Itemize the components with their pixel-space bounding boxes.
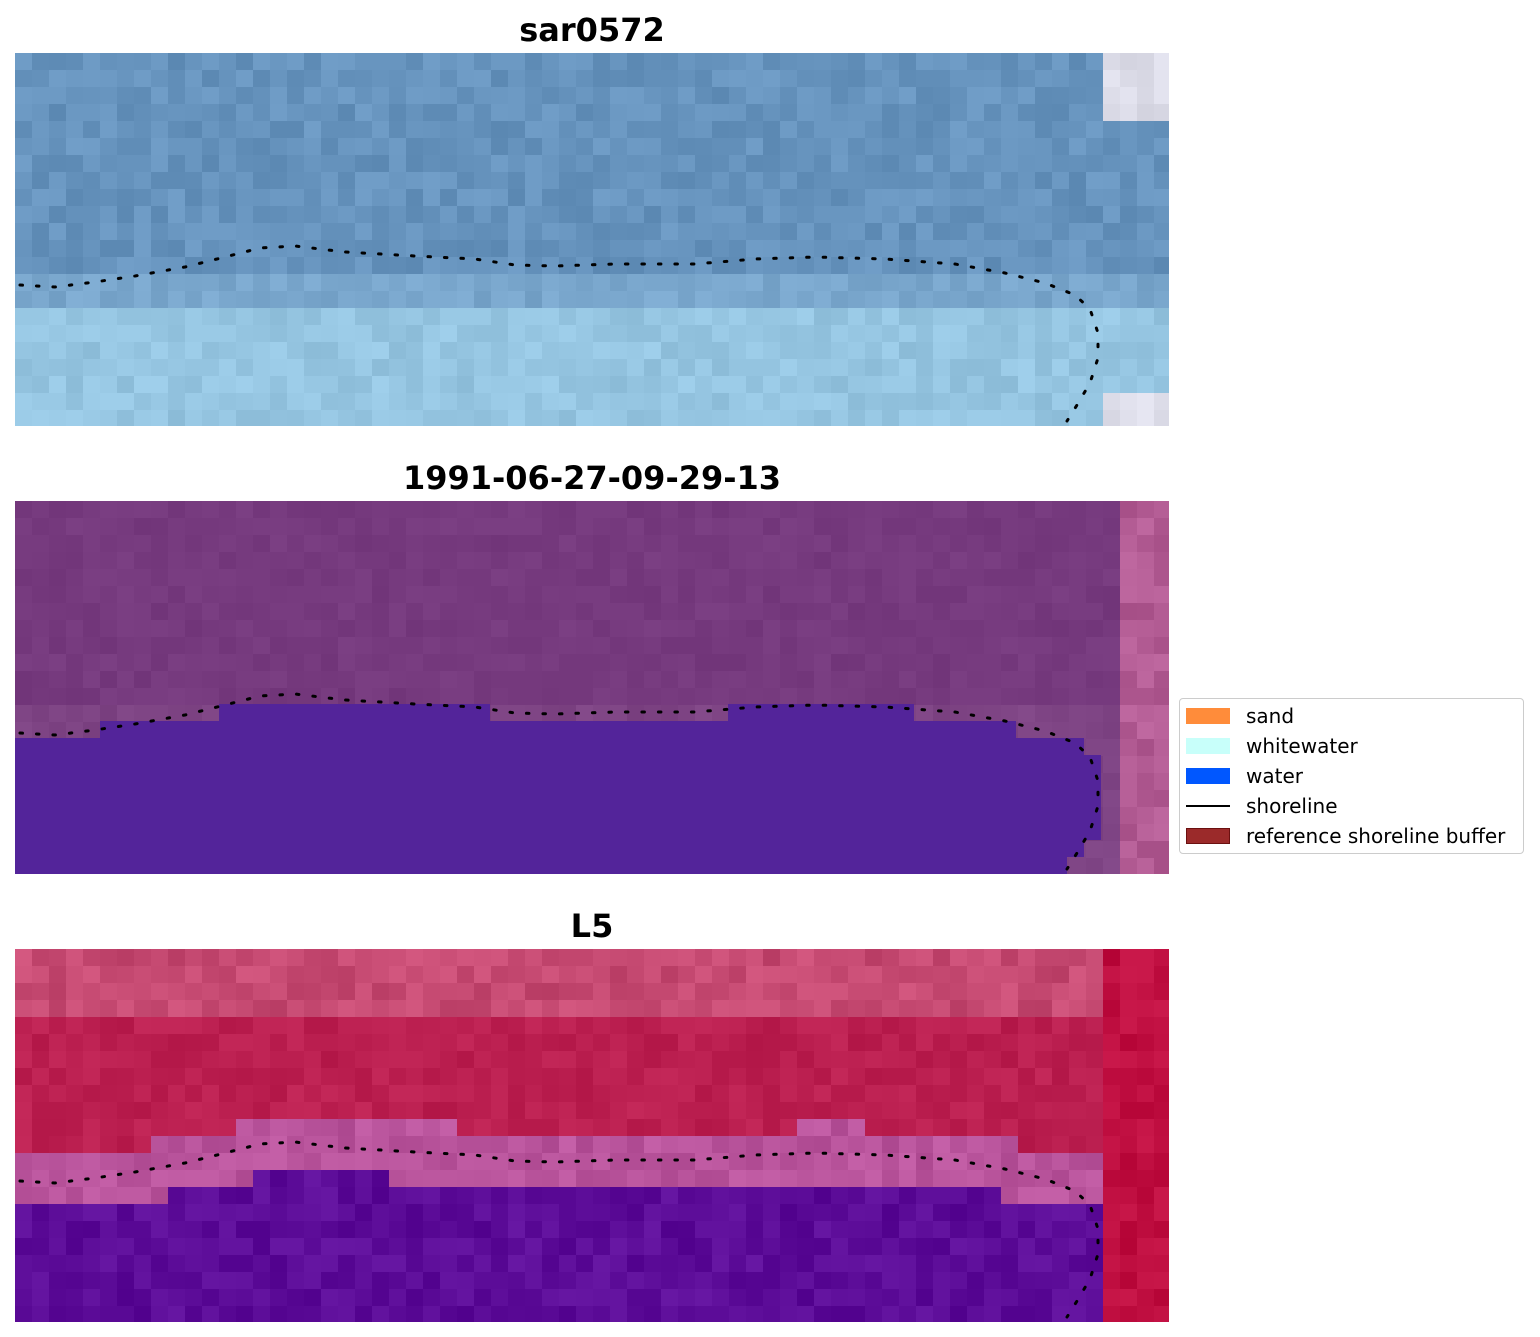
legend-label-water: water xyxy=(1246,764,1303,788)
legend-label-reference-buffer: reference shoreline buffer xyxy=(1246,824,1506,848)
legend: sand whitewater water shoreline referenc… xyxy=(1179,698,1524,854)
classified-image-2 xyxy=(15,501,1169,874)
legend-item-reference-buffer: reference shoreline buffer xyxy=(1186,824,1506,848)
water-mask-region xyxy=(15,704,1101,874)
panel-title-3: L5 xyxy=(570,907,614,945)
index-image-3 xyxy=(15,949,1169,1322)
legend-item-sand: sand xyxy=(1186,704,1295,728)
satellite-image-1 xyxy=(15,53,1169,426)
shoreline-line-swatch xyxy=(1186,805,1230,807)
image-panel-3 xyxy=(15,949,1169,1322)
image-panel-2 xyxy=(15,501,1169,874)
legend-item-shoreline: shoreline xyxy=(1186,794,1338,818)
legend-label-whitewater: whitewater xyxy=(1246,734,1358,758)
legend-item-water: water xyxy=(1186,764,1303,788)
legend-label-sand: sand xyxy=(1246,704,1295,728)
sand-swatch xyxy=(1186,708,1230,724)
water-swatch xyxy=(1186,768,1230,784)
panel-title-1: sar0572 xyxy=(519,11,665,49)
whitewater-swatch xyxy=(1186,738,1230,754)
legend-item-whitewater: whitewater xyxy=(1186,734,1358,758)
panel-title-2: 1991-06-27-09-29-13 xyxy=(402,459,782,497)
image-panel-1 xyxy=(15,53,1169,426)
reference-buffer-swatch xyxy=(1186,828,1230,844)
legend-label-shoreline: shoreline xyxy=(1246,794,1338,818)
